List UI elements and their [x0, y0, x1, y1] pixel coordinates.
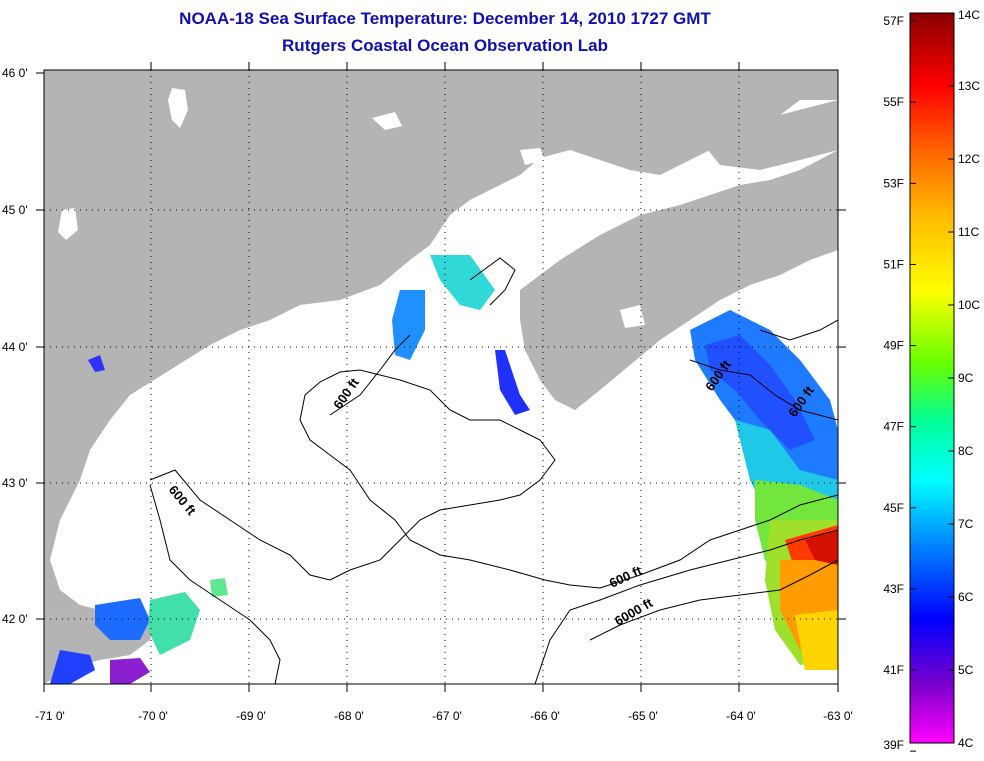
lon-tick-label: -63 0'	[823, 709, 853, 723]
lon-tick-label: -68 0'	[334, 709, 364, 723]
colorbar-c-label: 7C	[958, 517, 974, 531]
lon-tick-label: -71 0'	[35, 709, 65, 723]
colorbar-f-label: 53F	[883, 176, 904, 190]
colorbar-c-label: 4C	[958, 736, 974, 750]
lat-tick-label: 43 0'	[2, 476, 28, 490]
lat-tick-label: 44 0'	[2, 340, 28, 354]
colorbar-c-label: 9C	[958, 371, 974, 385]
lon-tick-label: -66 0'	[530, 709, 560, 723]
land-new-england	[44, 70, 838, 620]
colorbar	[909, 12, 955, 744]
lon-tick-label: -67 0'	[432, 709, 462, 723]
colorbar-fahrenheit-labels: 57F 55F 53F 51F 49F 47F 45F 43F 41F 39F	[883, 14, 904, 752]
colorbar-c-label: 8C	[958, 444, 974, 458]
map-title: NOAA-18 Sea Surface Temperature: Decembe…	[179, 9, 711, 28]
lon-tick-label: -70 0'	[138, 709, 168, 723]
colorbar-c-label: 11C	[958, 225, 979, 239]
lon-tick-label: -65 0'	[628, 709, 658, 723]
colorbar-f-label: 43F	[883, 582, 904, 596]
isobath-contours	[149, 257, 838, 684]
lat-tick-marks	[36, 72, 846, 620]
colorbar-c-label: 5C	[958, 663, 974, 677]
map-subtitle: Rutgers Coastal Ocean Observation Lab	[282, 36, 608, 55]
colorbar-f-label: 55F	[883, 95, 904, 109]
colorbar-c-label: 13C	[958, 79, 980, 93]
lat-tick-label: 42 0'	[2, 612, 28, 626]
lon-tick-marks	[43, 62, 839, 692]
colorbar-f-label: 39F	[883, 738, 904, 752]
colorbar-c-label: 14C	[958, 8, 980, 22]
colorbar-f-label: 57F	[883, 14, 904, 28]
graticule	[44, 70, 838, 684]
colorbar-f-label: 41F	[883, 663, 904, 677]
land-northeast	[700, 100, 838, 170]
lat-tick-label: 45 0'	[2, 203, 28, 217]
land-nova-scotia	[520, 150, 838, 410]
lon-tick-label: -64 0'	[726, 709, 756, 723]
map-frame	[43, 69, 839, 685]
colorbar-c-label: 12C	[958, 152, 980, 166]
lon-tick-labels: -71 0' -70 0' -69 0' -68 0' -67 0' -66 0…	[35, 709, 853, 723]
colorbar-f-label: 51F	[883, 257, 904, 271]
colorbar-c-label: 10C	[958, 298, 980, 312]
colorbar-f-label: 49F	[883, 339, 904, 353]
sst-data	[50, 255, 838, 684]
colorbar-ticks	[910, 12, 954, 752]
lat-tick-labels: 46 0' 45 0' 44 0' 43 0' 42 0'	[2, 66, 28, 626]
colorbar-celsius-labels: 14C 13C 12C 11C 10C 9C 8C 7C 6C 5C 4C	[958, 8, 980, 750]
inland-water	[58, 88, 645, 328]
colorbar-f-label: 45F	[883, 501, 904, 515]
lat-tick-label: 46 0'	[2, 66, 28, 80]
colorbar-f-label: 47F	[883, 420, 904, 434]
lon-tick-label: -69 0'	[236, 709, 266, 723]
colorbar-c-label: 6C	[958, 590, 974, 604]
